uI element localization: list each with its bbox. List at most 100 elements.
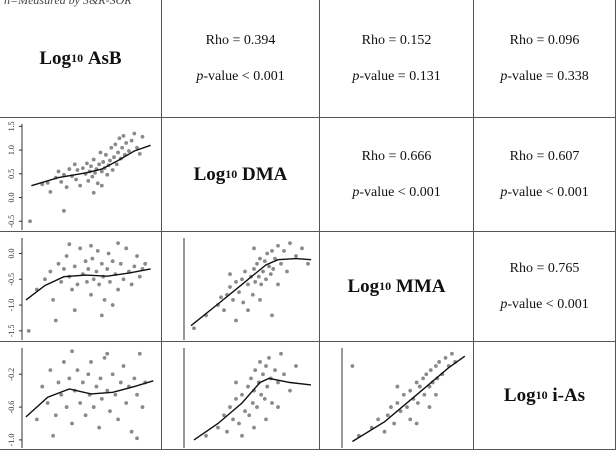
data-point (105, 267, 110, 271)
data-point (273, 368, 277, 373)
data-point (288, 388, 292, 393)
data-point (45, 180, 50, 185)
data-point (108, 158, 112, 163)
data-point (95, 181, 100, 186)
data-point (259, 392, 264, 397)
data-point (276, 243, 280, 248)
data-point (253, 279, 258, 284)
data-point (258, 360, 262, 364)
data-point (382, 429, 387, 434)
data-point (433, 392, 438, 397)
data-point (267, 355, 271, 360)
data-point (118, 380, 123, 385)
data-point (102, 355, 107, 360)
scatter-cell-ias-vs-dma (162, 342, 320, 450)
data-point (83, 259, 88, 264)
data-point (250, 292, 255, 297)
data-point (127, 149, 131, 153)
data-point (94, 269, 99, 274)
data-point (108, 279, 112, 284)
data-point (237, 421, 241, 426)
data-point (392, 421, 397, 426)
correlation-cell-dma-ias: Rho = 0.607 p-value < 0.001 (474, 118, 616, 232)
data-point (276, 405, 280, 409)
data-point (89, 292, 93, 297)
loess-curve (31, 144, 151, 187)
data-point (231, 417, 235, 422)
data-point (106, 251, 111, 256)
loess-curve (352, 355, 466, 443)
data-point (89, 164, 93, 169)
label-name: DMA (237, 163, 288, 185)
data-point (121, 277, 126, 282)
data-point (219, 295, 223, 300)
correlation-cell-asb-dma: Rho = 0.394 p-value < 0.001 (162, 0, 320, 118)
correlation-cell-asb-mma: Rho = 0.152 p-value = 0.131 (320, 0, 474, 118)
data-point (48, 269, 53, 274)
p-value: p-value < 0.001 (196, 69, 284, 85)
data-point (86, 267, 91, 271)
data-point (265, 251, 270, 256)
data-point (192, 326, 196, 331)
loess-curve (193, 377, 312, 441)
data-point (135, 254, 139, 258)
data-point (64, 405, 69, 409)
data-point (132, 131, 137, 136)
scatter-cell-mma-vs-asb: 0.0 -0.5 -1.0 -1.5 (0, 232, 162, 342)
data-point (53, 318, 58, 323)
data-point (113, 142, 118, 147)
data-point (105, 351, 110, 356)
data-point (408, 388, 413, 393)
p-value-text: -value = 0.131 (359, 68, 441, 84)
data-point (398, 409, 403, 414)
p-symbol: p (352, 68, 360, 84)
data-point (252, 425, 256, 430)
figure-caption: n=Measured by 3&R-SOR (4, 0, 132, 7)
data-point (98, 150, 103, 155)
y-tick-label: -0.6 (7, 401, 16, 414)
data-point (75, 168, 80, 172)
data-point (300, 246, 304, 251)
data-point (282, 248, 286, 253)
p-value: p-value = 0.338 (500, 69, 588, 85)
data-point (294, 254, 298, 258)
data-point (59, 392, 64, 397)
data-point (62, 360, 66, 364)
label-prefix: Log (39, 47, 72, 69)
rho-value: Rho = 0.096 (509, 32, 580, 48)
data-point (116, 241, 120, 246)
loess-curve (190, 257, 312, 327)
data-point (228, 405, 232, 409)
data-point (234, 396, 238, 401)
data-point (428, 368, 433, 373)
variable-label-mma: Log 10 MMA (320, 232, 474, 342)
data-point (98, 376, 103, 381)
data-point (110, 168, 115, 172)
p-symbol: p (196, 68, 204, 84)
data-point (395, 384, 400, 389)
p-value: p-value = 0.131 (352, 69, 440, 85)
data-point (265, 384, 270, 389)
y-tick-label: 0.5 (7, 169, 16, 179)
data-point (421, 376, 425, 381)
data-point (85, 161, 89, 166)
data-point (450, 351, 454, 356)
label-name: i-As (547, 384, 586, 406)
data-point (264, 277, 268, 282)
data-point (241, 300, 246, 305)
p-value-text: -value < 0.001 (203, 68, 285, 84)
data-point (414, 421, 419, 426)
data-point (80, 166, 85, 171)
data-point (262, 396, 267, 401)
data-point (72, 308, 77, 313)
data-point (252, 246, 256, 251)
variable-label-dma: Log 10 DMA (162, 118, 320, 232)
data-point (259, 282, 264, 287)
data-point (86, 179, 91, 183)
data-point (75, 368, 80, 373)
correlation-cell-dma-mma: Rho = 0.666 p-value < 0.001 (320, 118, 474, 232)
data-point (116, 417, 120, 422)
data-point (118, 261, 123, 266)
data-point (120, 145, 125, 150)
data-point (267, 264, 271, 269)
